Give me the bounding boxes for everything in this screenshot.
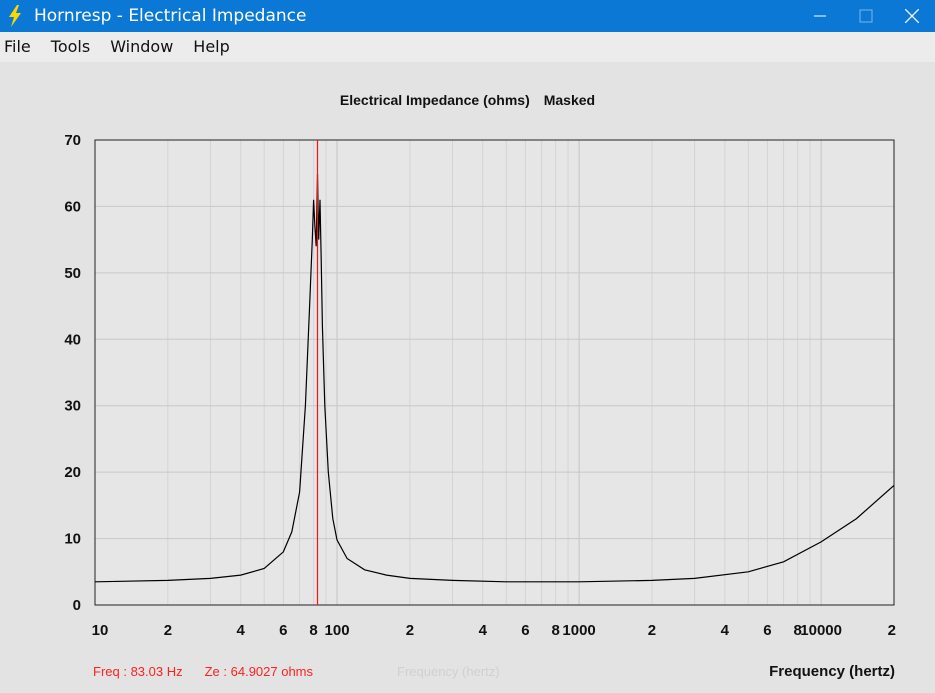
ghost-axis-label: Frequency (hertz) (397, 664, 500, 679)
title-bar: Hornresp - Electrical Impedance (0, 0, 935, 32)
x-tick-label: 8 (794, 622, 802, 639)
y-tick-label: 50 (64, 265, 81, 282)
minimize-icon (814, 15, 826, 17)
x-tick-label: 10 (92, 622, 109, 639)
lightning-icon (4, 5, 26, 27)
maximize-button[interactable] (843, 0, 889, 32)
x-tick-label: 10000 (800, 622, 842, 639)
y-tick-label: 0 (73, 597, 81, 614)
x-tick-label: 2 (406, 622, 414, 639)
menu-tools[interactable]: Tools (50, 37, 91, 56)
chart-subtitle: Masked (543, 92, 596, 108)
chart-title: Electrical Impedance (ohms) Masked (0, 92, 935, 108)
x-tick-label: 6 (279, 622, 287, 639)
x-tick-label: 1000 (562, 622, 595, 639)
x-tick-label: 8 (309, 622, 317, 639)
y-tick-label: 70 (64, 132, 81, 149)
minimize-button[interactable] (797, 0, 843, 32)
x-axis-label: Frequency (hertz) (769, 663, 895, 680)
menu-help[interactable]: Help (193, 37, 230, 56)
menu-bar: File Tools Window Help (0, 32, 935, 62)
x-tick-label: 4 (479, 622, 488, 639)
x-tick-label: 8 (551, 622, 559, 639)
x-tick-label: 2 (888, 622, 896, 639)
x-tick-label: 2 (164, 622, 172, 639)
menu-file[interactable]: File (4, 37, 31, 56)
freq-readout: Freq : 83.03 Hz (93, 664, 183, 679)
y-tick-label: 10 (64, 531, 81, 548)
close-icon (905, 9, 919, 23)
y-tick-label: 20 (64, 464, 81, 481)
plot-area (95, 140, 894, 605)
cursor-readout: Freq : 83.03 Hz Ze : 64.9027 ohms (93, 664, 313, 679)
x-tick-label: 4 (721, 622, 730, 639)
y-tick-label: 30 (64, 398, 81, 415)
close-button[interactable] (889, 0, 935, 32)
ze-readout: Ze : 64.9027 ohms (204, 664, 314, 679)
x-tick-label: 4 (237, 622, 246, 639)
y-tick-label: 60 (64, 198, 81, 215)
x-tick-label: 6 (763, 622, 771, 639)
maximize-icon (859, 9, 873, 23)
x-tick-label: 100 (325, 622, 350, 639)
chart-title-text: Electrical Impedance (ohms) (339, 92, 530, 108)
y-tick-label: 40 (64, 331, 81, 348)
impedance-series-line (94, 173, 895, 583)
x-tick-label: 2 (648, 622, 656, 639)
window-title: Hornresp - Electrical Impedance (34, 6, 307, 26)
plot-frame (94, 139, 895, 606)
x-tick-label: 6 (521, 622, 529, 639)
menu-window[interactable]: Window (110, 37, 174, 56)
